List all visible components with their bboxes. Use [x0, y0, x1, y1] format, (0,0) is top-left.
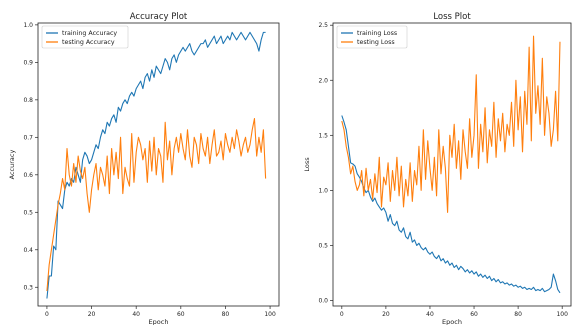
- chart-1: Loss Plot 0 20 40 60 80 100 0.0 0.5 1.0 1.5 2.0 2.5 E…: [303, 12, 572, 325]
- series-line-train: [46, 31, 266, 299]
- y-tick-label: 0.9: [23, 59, 33, 66]
- y-tick-label: 0.8: [23, 97, 33, 104]
- x-tick-label: 80: [222, 311, 230, 318]
- chart-0: Accuracy Plot 0 20 40 60 80 100 0.3 0.4 0.5 0.6 0.7…: [8, 12, 280, 325]
- x-tick-label: 60: [177, 311, 185, 318]
- x-tick-label: 0: [45, 311, 49, 318]
- series-line-test: [46, 118, 267, 292]
- y-tick-label: 1.0: [23, 22, 33, 29]
- series-line-train: [341, 115, 561, 294]
- legend: training Loss testing Loss: [336, 25, 408, 49]
- axes-frame: [37, 22, 280, 307]
- y-tick-label: 2.5: [318, 22, 328, 29]
- y-tick-label: 1.5: [318, 132, 328, 139]
- x-tick-label: 20: [382, 311, 390, 318]
- chart-title: Accuracy Plot: [130, 12, 188, 22]
- y-tick-label: 0.6: [23, 172, 33, 179]
- y-tick-label: 1.0: [318, 187, 328, 194]
- x-tick-label: 100: [264, 311, 276, 318]
- y-axis-label: Accuracy: [8, 150, 16, 180]
- y-tick-label: 0.0: [318, 297, 328, 304]
- y-tick-label: 0.7: [23, 134, 33, 141]
- x-tick-label: 40: [132, 311, 140, 318]
- y-tick-label: 0.4: [23, 247, 33, 254]
- y-tick-label: 0.5: [318, 242, 328, 249]
- x-tick-label: 60: [470, 311, 478, 318]
- y-axis-label: Loss: [303, 157, 311, 172]
- legend-label: training Loss: [357, 30, 397, 37]
- legend-box: [336, 25, 408, 49]
- legend-label: training Accuracy: [62, 30, 117, 37]
- x-tick-label: 20: [88, 311, 96, 318]
- legend-box: [41, 25, 129, 49]
- x-tick-label: 0: [340, 311, 344, 318]
- y-tick-label: 2.0: [318, 77, 328, 84]
- axes-frame: [332, 22, 572, 307]
- x-tick-label: 100: [556, 311, 568, 318]
- legend: training Accuracy testing Accuracy: [41, 25, 129, 49]
- legend-label: testing Loss: [357, 39, 395, 46]
- x-tick-label: 40: [426, 311, 434, 318]
- chart-title: Loss Plot: [433, 12, 471, 22]
- x-tick-label: 80: [514, 311, 522, 318]
- legend-label: testing Accuracy: [62, 39, 115, 46]
- x-axis-label: Epoch: [149, 318, 169, 325]
- y-tick-label: 0.3: [23, 284, 33, 291]
- series-line-test: [341, 35, 561, 213]
- y-tick-label: 0.5: [23, 209, 33, 216]
- x-axis-label: Epoch: [442, 318, 462, 325]
